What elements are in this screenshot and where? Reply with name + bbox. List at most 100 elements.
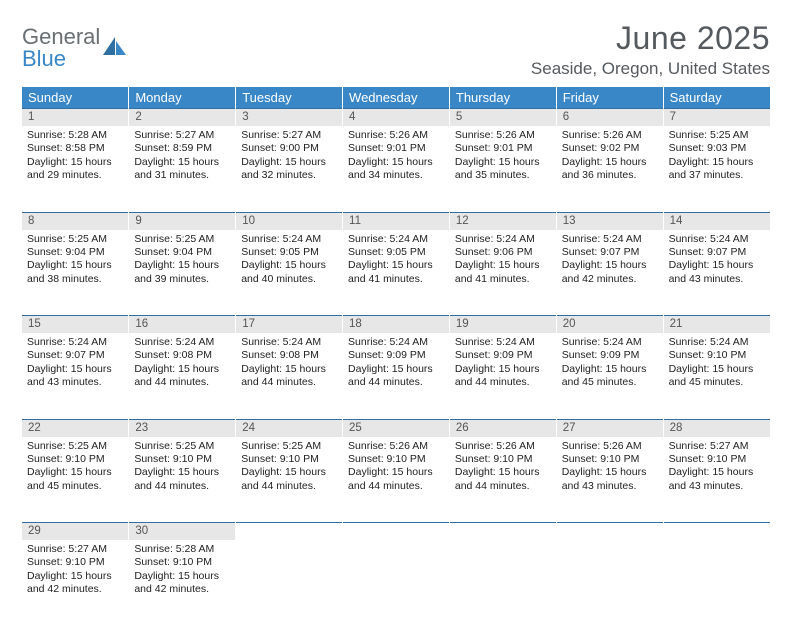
weekday-header: Sunday: [22, 87, 129, 109]
calendar-day-cell: Sunrise: 5:24 AMSunset: 9:09 PMDaylight:…: [343, 333, 450, 419]
sunrise-text: Sunrise: 5:24 AM: [669, 233, 765, 246]
daylight-text: and 37 minutes.: [669, 169, 765, 182]
day-number: [664, 523, 770, 540]
day-details: Sunrise: 5:26 AMSunset: 9:01 PMDaylight:…: [343, 126, 449, 187]
sunset-text: Sunset: 8:59 PM: [134, 142, 230, 155]
daylight-text: and 31 minutes.: [134, 169, 230, 182]
sunrise-text: Sunrise: 5:26 AM: [348, 129, 444, 142]
day-details: Sunrise: 5:25 AMSunset: 9:10 PMDaylight:…: [236, 437, 342, 498]
day-details: Sunrise: 5:24 AMSunset: 9:07 PMDaylight:…: [557, 230, 663, 291]
daylight-text: Daylight: 15 hours: [348, 466, 444, 479]
calendar-day-cell: Sunrise: 5:24 AMSunset: 9:09 PMDaylight:…: [556, 333, 663, 419]
calendar-day-cell: Sunrise: 5:24 AMSunset: 9:07 PMDaylight:…: [22, 333, 129, 419]
sunset-text: Sunset: 9:10 PM: [134, 556, 230, 569]
daylight-text: Daylight: 15 hours: [27, 570, 123, 583]
sunset-text: Sunset: 9:10 PM: [27, 556, 123, 569]
calendar-week-data-row: Sunrise: 5:28 AMSunset: 8:58 PMDaylight:…: [22, 126, 770, 212]
daylight-text: Daylight: 15 hours: [669, 363, 765, 376]
day-number: 7: [664, 109, 770, 126]
sunrise-text: Sunrise: 5:24 AM: [27, 336, 123, 349]
day-number: 28: [664, 420, 770, 437]
daylight-text: and 44 minutes.: [455, 376, 551, 389]
sunset-text: Sunset: 9:10 PM: [455, 453, 551, 466]
day-number: 15: [22, 316, 128, 333]
sunrise-text: Sunrise: 5:24 AM: [562, 336, 658, 349]
calendar-day-cell: Sunrise: 5:26 AMSunset: 9:02 PMDaylight:…: [556, 126, 663, 212]
daylight-text: and 39 minutes.: [134, 273, 230, 286]
day-details: Sunrise: 5:27 AMSunset: 8:59 PMDaylight:…: [129, 126, 235, 187]
day-details: Sunrise: 5:24 AMSunset: 9:08 PMDaylight:…: [236, 333, 342, 394]
daylight-text: and 44 minutes.: [134, 376, 230, 389]
sunrise-text: Sunrise: 5:24 AM: [455, 233, 551, 246]
day-details: Sunrise: 5:26 AMSunset: 9:01 PMDaylight:…: [450, 126, 556, 187]
day-number: 5: [450, 109, 556, 126]
sunset-text: Sunset: 8:58 PM: [27, 142, 123, 155]
daylight-text: Daylight: 15 hours: [455, 156, 551, 169]
daylight-text: and 45 minutes.: [562, 376, 658, 389]
day-number: [236, 523, 342, 540]
sunrise-text: Sunrise: 5:26 AM: [562, 129, 658, 142]
calendar-page: General Blue June 2025 Seaside, Oregon, …: [0, 0, 792, 626]
sunset-text: Sunset: 9:10 PM: [27, 453, 123, 466]
calendar-day-cell: Sunrise: 5:24 AMSunset: 9:09 PMDaylight:…: [449, 333, 556, 419]
sunrise-text: Sunrise: 5:28 AM: [27, 129, 123, 142]
daylight-text: and 29 minutes.: [27, 169, 123, 182]
day-number: 12: [450, 213, 556, 230]
day-number: 3: [236, 109, 342, 126]
day-details: Sunrise: 5:24 AMSunset: 9:07 PMDaylight:…: [22, 333, 128, 394]
day-details: Sunrise: 5:24 AMSunset: 9:07 PMDaylight:…: [664, 230, 770, 291]
sunrise-text: Sunrise: 5:27 AM: [134, 129, 230, 142]
calendar-day-cell: Sunrise: 5:27 AMSunset: 9:10 PMDaylight:…: [663, 437, 770, 523]
calendar-week-data-row: Sunrise: 5:25 AMSunset: 9:10 PMDaylight:…: [22, 437, 770, 523]
day-details: Sunrise: 5:25 AMSunset: 9:03 PMDaylight:…: [664, 126, 770, 187]
calendar-day-cell: [663, 540, 770, 626]
daylight-text: and 35 minutes.: [455, 169, 551, 182]
daylight-text: and 32 minutes.: [241, 169, 337, 182]
sunrise-text: Sunrise: 5:27 AM: [669, 440, 765, 453]
day-number: 24: [236, 420, 342, 437]
weekday-header: Monday: [129, 87, 236, 109]
sunset-text: Sunset: 9:07 PM: [27, 349, 123, 362]
day-number: 4: [343, 109, 449, 126]
month-title: June 2025: [531, 20, 770, 57]
daylight-text: and 45 minutes.: [669, 376, 765, 389]
day-details: Sunrise: 5:28 AMSunset: 8:58 PMDaylight:…: [22, 126, 128, 187]
sunrise-text: Sunrise: 5:27 AM: [27, 543, 123, 556]
calendar-day-cell: Sunrise: 5:25 AMSunset: 9:04 PMDaylight:…: [22, 230, 129, 316]
calendar-week-data-row: Sunrise: 5:27 AMSunset: 9:10 PMDaylight:…: [22, 540, 770, 626]
sunset-text: Sunset: 9:10 PM: [562, 453, 658, 466]
daylight-text: Daylight: 15 hours: [27, 259, 123, 272]
sunset-text: Sunset: 9:10 PM: [669, 349, 765, 362]
daylight-text: Daylight: 15 hours: [27, 156, 123, 169]
day-details: Sunrise: 5:24 AMSunset: 9:10 PMDaylight:…: [664, 333, 770, 394]
sunrise-text: Sunrise: 5:24 AM: [134, 336, 230, 349]
sunrise-text: Sunrise: 5:24 AM: [562, 233, 658, 246]
daylight-text: and 41 minutes.: [455, 273, 551, 286]
calendar-day-cell: Sunrise: 5:25 AMSunset: 9:10 PMDaylight:…: [129, 437, 236, 523]
calendar-day-cell: Sunrise: 5:26 AMSunset: 9:01 PMDaylight:…: [343, 126, 450, 212]
daylight-text: Daylight: 15 hours: [134, 363, 230, 376]
daylight-text: Daylight: 15 hours: [134, 156, 230, 169]
day-details: Sunrise: 5:28 AMSunset: 9:10 PMDaylight:…: [129, 540, 235, 601]
sunrise-text: Sunrise: 5:27 AM: [241, 129, 337, 142]
sunrise-text: Sunrise: 5:24 AM: [669, 336, 765, 349]
sunrise-text: Sunrise: 5:25 AM: [134, 233, 230, 246]
sunrise-text: Sunrise: 5:25 AM: [134, 440, 230, 453]
daylight-text: and 42 minutes.: [27, 583, 123, 596]
daylight-text: Daylight: 15 hours: [348, 259, 444, 272]
day-number: 6: [557, 109, 663, 126]
day-number: 18: [343, 316, 449, 333]
sunrise-text: Sunrise: 5:28 AM: [134, 543, 230, 556]
brand-logo: General Blue: [22, 26, 128, 70]
daylight-text: Daylight: 15 hours: [27, 466, 123, 479]
calendar-day-cell: Sunrise: 5:24 AMSunset: 9:05 PMDaylight:…: [343, 230, 450, 316]
brand-text: General Blue: [22, 26, 100, 70]
sunrise-text: Sunrise: 5:24 AM: [348, 233, 444, 246]
calendar-day-cell: Sunrise: 5:26 AMSunset: 9:10 PMDaylight:…: [343, 437, 450, 523]
calendar-day-cell: Sunrise: 5:24 AMSunset: 9:10 PMDaylight:…: [663, 333, 770, 419]
sunset-text: Sunset: 9:09 PM: [455, 349, 551, 362]
day-number: 21: [664, 316, 770, 333]
daylight-text: Daylight: 15 hours: [562, 259, 658, 272]
calendar-week-data-row: Sunrise: 5:25 AMSunset: 9:04 PMDaylight:…: [22, 230, 770, 316]
day-number: 1: [22, 109, 128, 126]
